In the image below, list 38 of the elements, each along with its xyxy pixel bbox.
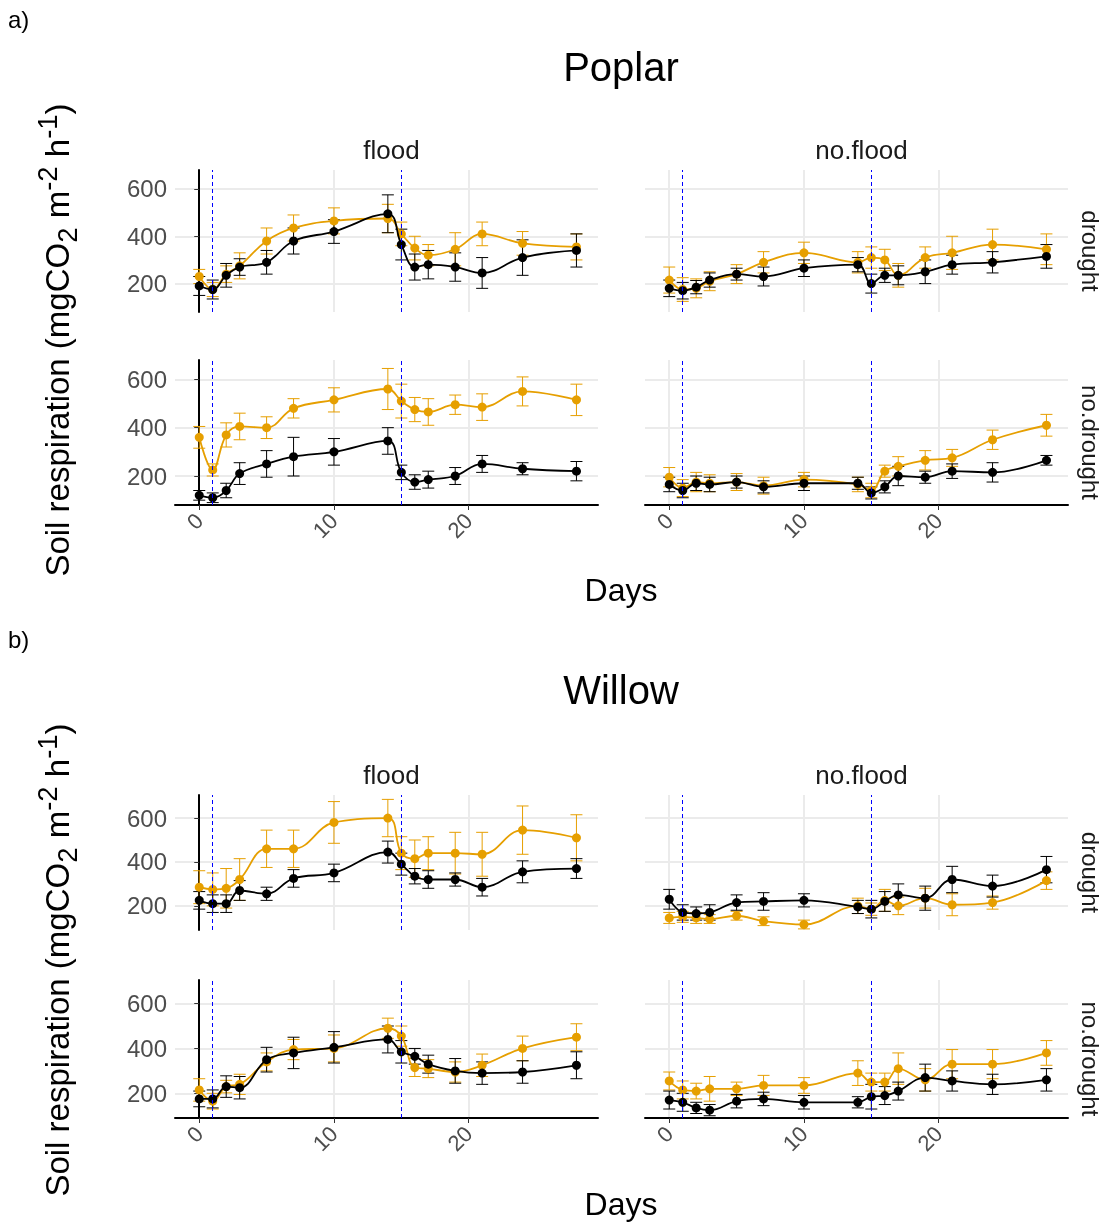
y-tick-label: 400: [126, 414, 167, 442]
x-tick-label: 0: [181, 1121, 209, 1148]
text: no.drought: [1076, 385, 1104, 501]
x-tick-label: 0: [651, 1121, 679, 1148]
y-tick-label: 400: [126, 222, 167, 250]
y-tick-label: 400: [126, 1034, 167, 1062]
text: Poplar: [563, 45, 679, 90]
x-tick-label: 0: [651, 508, 679, 535]
chart-title: no.flood: [815, 760, 908, 790]
x-axis-title: Days: [584, 1186, 658, 1223]
x-tick-label: 10: [307, 1121, 343, 1157]
y-tick-label: 600: [126, 365, 167, 393]
chart-title: flood: [363, 760, 420, 790]
x-tick-label: 10: [777, 1121, 813, 1157]
y-tick-label: 600: [126, 175, 167, 203]
y-tick-label: 200: [126, 1079, 167, 1107]
x-tick-label: 0: [181, 508, 209, 535]
x-tick-label: 20: [442, 508, 478, 544]
y-tick-label: 200: [126, 892, 167, 920]
y-tick-label: 600: [126, 804, 167, 832]
text: no.drought: [1076, 1001, 1104, 1117]
text: b): [8, 626, 30, 654]
y-tick-label: 600: [126, 990, 167, 1018]
x-tick-label: 20: [912, 1121, 948, 1157]
x-tick-label: 20: [442, 1121, 478, 1157]
chart-title: flood: [363, 135, 420, 165]
y-tick-label: 200: [126, 462, 167, 490]
y-tick-label: 400: [126, 848, 167, 876]
chart-title: no.flood: [815, 135, 908, 165]
text: Willow: [563, 668, 679, 713]
text: a): [8, 6, 30, 34]
y-tick-label: 200: [126, 270, 167, 298]
x-tick-label: 20: [912, 508, 948, 544]
text: drought: [1076, 210, 1104, 293]
x-axis-title: Days: [584, 572, 658, 609]
x-tick-label: 10: [777, 508, 813, 544]
x-tick-label: 10: [307, 508, 343, 544]
text: drought: [1076, 831, 1104, 914]
